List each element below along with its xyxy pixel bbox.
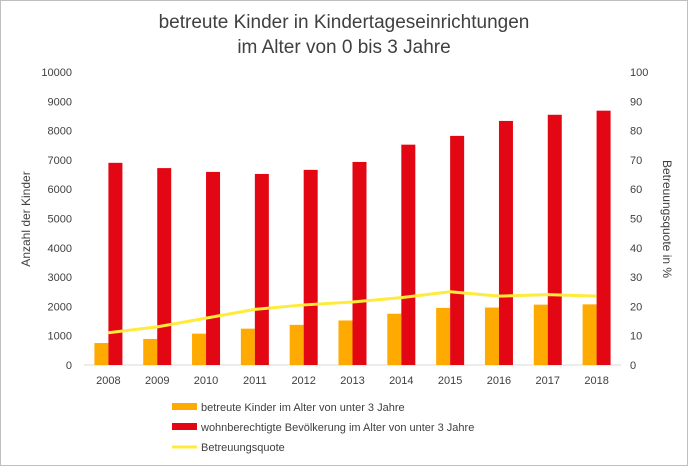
- y-tick-label-6: 6000: [48, 184, 72, 196]
- y-tick-label-1: 1000: [48, 331, 72, 343]
- y2-axis-label: Betreuungsquote in %: [660, 160, 674, 278]
- bar-bevoelkerung-2009: [157, 168, 172, 365]
- bar-bevoelkerung-2017: [547, 114, 562, 365]
- y2-tick-label-10: 100: [630, 67, 648, 79]
- x-tick-label-2010: 2010: [194, 375, 218, 387]
- bar-betreute-2016: [484, 307, 499, 365]
- y-tick-label-3: 3000: [48, 272, 72, 284]
- bars: [94, 110, 611, 366]
- bar-bevoelkerung-2011: [254, 173, 269, 365]
- bar-betreute-2009: [143, 338, 158, 365]
- bar-betreute-2017: [533, 304, 548, 365]
- bar-bevoelkerung-2015: [450, 135, 465, 365]
- x-tick-label-2011: 2011: [243, 375, 267, 387]
- y2-tick-label-3: 30: [630, 272, 642, 284]
- quota-line-layer: [108, 290, 597, 335]
- y2-tick-label-4: 40: [630, 243, 642, 255]
- bar-bevoelkerung-2018: [596, 110, 611, 366]
- y2-tick-label-9: 90: [630, 96, 642, 108]
- y2-tick-label-1: 10: [630, 331, 642, 343]
- x-tick-label-2016: 2016: [487, 375, 511, 387]
- y2-tick-label-2: 20: [630, 301, 642, 313]
- legend: betreute Kinder im Alter von unter 3 Jah…: [172, 402, 474, 454]
- y2-tick-label-5: 50: [630, 214, 642, 226]
- y-tick-label-10: 10000: [41, 67, 72, 79]
- y-axis-label: Anzahl der Kinder: [19, 171, 33, 266]
- chart-title-line-2: im Alter von 0 bis 3 Jahre: [237, 37, 450, 58]
- bar-betreute-2018: [582, 304, 597, 365]
- y2-tick-label-0: 0: [630, 360, 636, 372]
- y2-tick-label-6: 60: [630, 184, 642, 196]
- y2-tick-label-8: 80: [630, 126, 642, 138]
- y-tick-label-5: 5000: [48, 214, 72, 226]
- y-tick-label-8: 8000: [48, 126, 72, 138]
- y2-tick-label-7: 70: [630, 155, 642, 167]
- bar-bevoelkerung-2016: [498, 120, 513, 365]
- y-tick-label-7: 7000: [48, 155, 72, 167]
- legend-swatch-1: [172, 423, 197, 430]
- legend-entry-0: betreute Kinder im Alter von unter 3 Jah…: [201, 402, 405, 414]
- axes: 0100020003000400050006000700080009000100…: [41, 67, 648, 387]
- bar-betreute-2010: [192, 333, 207, 365]
- legend-entry-2: Betreuungsquote: [201, 442, 285, 454]
- y-tick-label-9: 9000: [48, 96, 72, 108]
- y-tick-label-4: 4000: [48, 243, 72, 255]
- bar-bevoelkerung-2008: [108, 162, 123, 365]
- x-tick-label-2009: 2009: [145, 375, 169, 387]
- x-tick-label-2012: 2012: [291, 375, 315, 387]
- y-tick-label-0: 0: [66, 360, 72, 372]
- chart-title-line-1: betreute Kinder in Kindertageseinrichtun…: [159, 12, 530, 33]
- bar-betreute-2013: [338, 320, 353, 365]
- bar-betreute-2012: [289, 324, 304, 365]
- x-tick-label-2017: 2017: [536, 375, 560, 387]
- x-tick-label-2018: 2018: [584, 375, 608, 387]
- legend-swatch-0: [172, 403, 197, 410]
- bar-bevoelkerung-2014: [401, 144, 416, 365]
- bar-betreute-2015: [436, 307, 451, 365]
- y-tick-label-2: 2000: [48, 301, 72, 313]
- x-tick-label-2015: 2015: [438, 375, 462, 387]
- x-tick-label-2013: 2013: [340, 375, 364, 387]
- bar-bevoelkerung-2013: [352, 161, 367, 365]
- bar-betreute-2011: [240, 328, 255, 365]
- bar-betreute-2014: [387, 313, 402, 365]
- x-tick-label-2014: 2014: [389, 375, 413, 387]
- bar-bevoelkerung-2010: [206, 171, 221, 365]
- legend-entry-1: wohnberechtigte Bevölkerung im Alter von…: [200, 422, 474, 434]
- bar-bevoelkerung-2012: [303, 169, 318, 365]
- x-tick-label-2008: 2008: [96, 375, 120, 387]
- bar-betreute-2008: [94, 343, 109, 365]
